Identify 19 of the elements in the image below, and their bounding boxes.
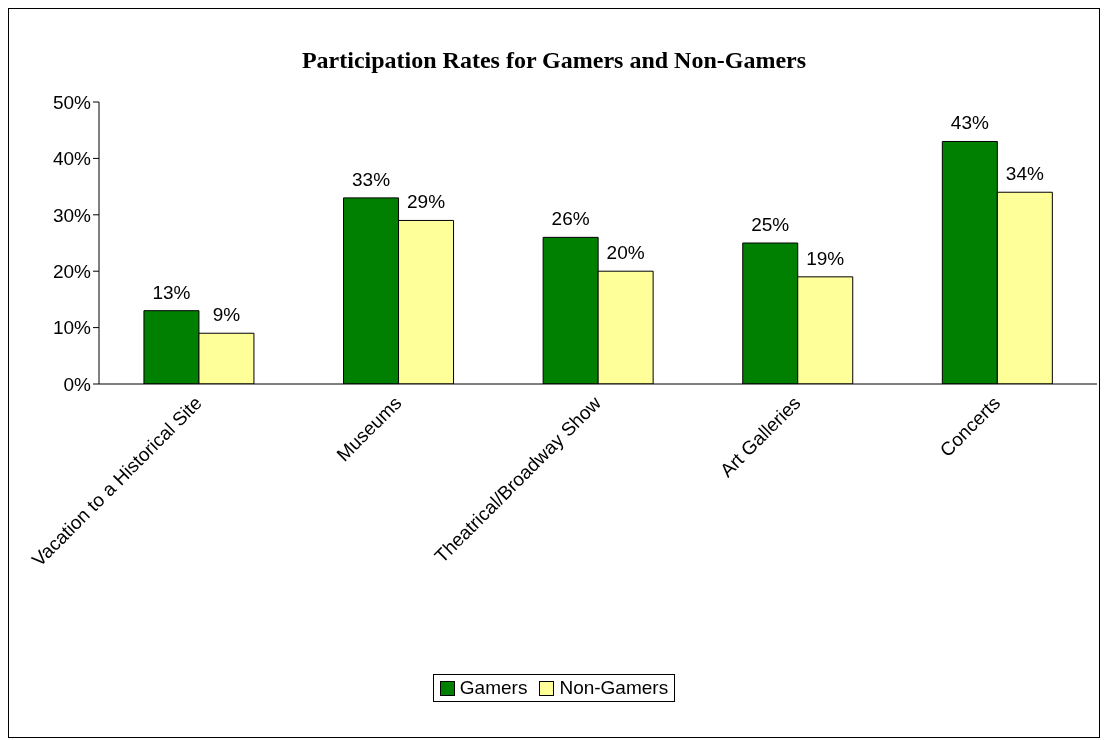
legend-label: Non-Gamers xyxy=(558,677,669,699)
data-label: 20% xyxy=(606,242,645,264)
y-tick-label: 10% xyxy=(52,317,92,339)
data-label: 43% xyxy=(950,112,989,134)
data-label: 19% xyxy=(806,247,845,269)
data-label: 34% xyxy=(1005,163,1044,185)
y-tick-label: 20% xyxy=(52,260,92,282)
y-tick-label: 40% xyxy=(52,148,92,170)
y-tick-label: 0% xyxy=(63,373,92,395)
data-label: 25% xyxy=(751,214,790,235)
data-label: 9% xyxy=(212,304,241,326)
y-tick-label: 30% xyxy=(52,204,92,226)
y-tick-label: 50% xyxy=(52,91,92,113)
legend-label: Gamers xyxy=(458,677,528,699)
data-label: 13% xyxy=(152,281,191,303)
chart-title: Participation Rates for Gamers and Non-Gamers xyxy=(300,47,808,74)
data-label: 26% xyxy=(551,208,590,230)
data-label: 33% xyxy=(352,168,391,190)
data-label: 29% xyxy=(407,191,446,213)
